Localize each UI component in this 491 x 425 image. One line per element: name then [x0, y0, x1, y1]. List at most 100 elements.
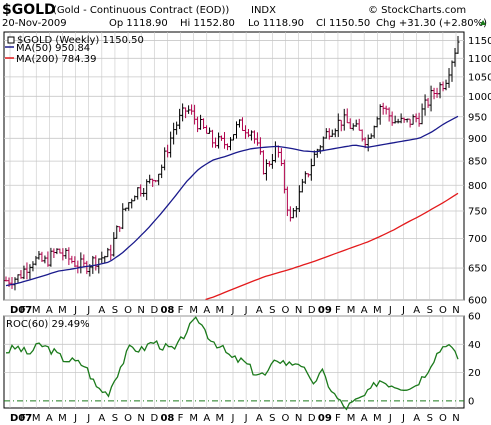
x-tick: M	[373, 413, 382, 424]
x-tick: M	[216, 305, 225, 316]
roc-panel: 0 20 40 60	[3, 312, 481, 411]
price-y-tick: 800	[468, 181, 487, 192]
price-bar	[279, 148, 283, 166]
price-bar	[405, 118, 409, 123]
price-bar	[369, 133, 373, 139]
price-y-tick: 700	[468, 234, 487, 245]
x-tick: M	[58, 305, 67, 316]
price-bar	[130, 198, 134, 209]
price-bar	[423, 94, 427, 116]
x-tick: M	[216, 413, 225, 424]
price-bar	[49, 247, 53, 267]
chart-symbol: $GOLD	[2, 2, 56, 18]
price-bar	[234, 121, 239, 139]
price-bar	[198, 114, 203, 130]
ma50-line	[5, 115, 459, 287]
price-bar	[186, 105, 191, 114]
price-bar	[82, 254, 86, 268]
x-tick: M	[189, 413, 198, 424]
price-bars	[4, 36, 460, 291]
price-bar	[52, 248, 56, 258]
price-bar	[189, 104, 194, 115]
x-tick: N	[452, 305, 459, 316]
price-bar	[175, 121, 179, 135]
x-tick: O	[439, 413, 447, 424]
price-bar	[115, 225, 119, 239]
x-tick: M	[189, 305, 198, 316]
x-tick: O	[124, 413, 132, 424]
price-bar	[166, 144, 170, 158]
price-y-tick: 950	[468, 112, 487, 123]
price-bar	[258, 137, 263, 155]
price-legend: $GOLD (Weekly) 1150.50 MA(50) 950.84 MA(…	[5, 35, 144, 65]
legend-ma200: MA(200) 784.39	[16, 54, 97, 65]
x-tick: O	[124, 305, 132, 316]
price-bar	[261, 150, 266, 175]
price-bar	[417, 112, 421, 127]
x-tick: A	[256, 413, 263, 424]
price-bar	[192, 104, 197, 125]
price-bar	[249, 130, 254, 141]
x-tick: D	[150, 305, 158, 316]
x-tick: S	[427, 305, 433, 316]
price-bar	[231, 134, 236, 141]
price-bar	[169, 131, 173, 158]
price-bar	[411, 114, 415, 125]
x-tick: A	[413, 413, 420, 424]
price-bar	[294, 206, 298, 218]
price-y-tick: 1100	[468, 54, 491, 65]
price-bar	[333, 128, 337, 138]
price-bar	[324, 128, 328, 139]
x-tick: D	[308, 413, 316, 424]
x-tick: S	[112, 305, 118, 316]
price-bar	[151, 178, 155, 187]
quote-close: Cl 1150.50	[316, 18, 370, 29]
x-tick: D07	[10, 413, 32, 424]
price-y-tick: 650	[468, 264, 487, 275]
price-bar	[40, 251, 44, 262]
x-tick: O	[439, 305, 447, 316]
x-tick: O	[282, 305, 290, 316]
x-tick: D07	[10, 305, 32, 316]
price-bar	[148, 174, 152, 184]
price-bar	[46, 251, 50, 267]
price-bar	[438, 82, 442, 99]
price-bar	[181, 103, 185, 122]
x-tick: N	[295, 305, 302, 316]
price-bar	[456, 36, 460, 54]
price-bar	[396, 118, 400, 124]
price-bar	[375, 116, 379, 128]
price-bar	[351, 123, 355, 131]
up-triangle-icon	[480, 20, 486, 25]
price-bar	[25, 262, 29, 280]
price-bar	[408, 118, 412, 128]
price-bar	[16, 274, 20, 283]
moving-average-lines	[5, 115, 459, 301]
price-bar	[303, 171, 307, 184]
price-bar	[444, 79, 448, 91]
price-bar	[453, 48, 457, 67]
legend-ma50: MA(50) 950.84	[16, 43, 90, 54]
price-bar	[127, 202, 131, 211]
price-bar	[142, 188, 146, 197]
quote-high: Hi 1152.80	[180, 18, 235, 29]
price-bar	[43, 255, 47, 264]
x-tick: 08	[160, 413, 174, 424]
price-bar	[28, 264, 32, 280]
x-tick: S	[269, 413, 275, 424]
price-bar	[55, 248, 59, 255]
price-panel-frame	[3, 31, 465, 301]
price-bar	[85, 260, 89, 275]
x-tick: S	[112, 413, 118, 424]
price-bar	[402, 117, 406, 123]
x-tick: A	[413, 305, 420, 316]
price-bar	[384, 105, 388, 115]
price-bar	[252, 130, 257, 144]
price-bar	[309, 158, 313, 181]
price-bar	[201, 118, 206, 129]
price-bar	[426, 97, 430, 108]
price-bar	[124, 207, 128, 212]
chart-description: (Gold - Continuous Contract (EOD))	[53, 5, 229, 16]
price-bar	[219, 135, 224, 141]
